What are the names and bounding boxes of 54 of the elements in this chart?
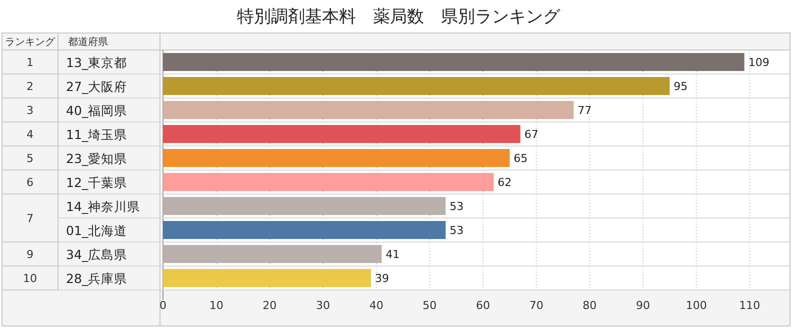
bar <box>163 197 446 215</box>
x-tick-label: 40 <box>369 299 384 312</box>
y-tick-label: 28_兵庫県 <box>66 271 128 286</box>
text: 5 <box>26 152 34 165</box>
data-label: 62 <box>498 176 512 189</box>
data-label: 53 <box>450 200 464 213</box>
bar <box>163 173 494 191</box>
chart-title: 特別調剤基本料 薬局数 県別ランキング <box>237 7 561 27</box>
x-tick-label: 100 <box>686 299 707 312</box>
y-axis-title: 都道府県 <box>68 36 108 48</box>
y-tick-label: 14_神奈川県 <box>66 199 140 214</box>
y-tick-label: 13_東京都 <box>66 55 128 70</box>
data-label: 109 <box>748 56 770 69</box>
x-tick-label: 50 <box>422 299 437 312</box>
text: 4 <box>26 128 34 141</box>
x-tick-label: 90 <box>636 299 650 312</box>
data-label: 95 <box>674 80 688 93</box>
data-label: 77 <box>578 104 592 117</box>
y-tick-label: 23_愛知県 <box>66 151 128 166</box>
text: 1 <box>26 56 34 69</box>
x-tick-label: 30 <box>316 299 330 312</box>
y-tick-label: 11_埼玉県 <box>66 127 128 142</box>
y-tick-label: 27_大阪府 <box>66 79 128 94</box>
y-tick-label: 12_千葉県 <box>66 175 128 190</box>
text: 2 <box>26 80 34 93</box>
text: 6 <box>26 176 34 189</box>
data-label: 53 <box>450 224 464 237</box>
bar <box>163 149 510 167</box>
x-tick-label: 60 <box>476 299 490 312</box>
x-tick-label: 70 <box>529 299 544 312</box>
bar <box>163 77 670 95</box>
data-label: 39 <box>375 272 389 285</box>
text: 7 <box>26 212 34 225</box>
x-tick-label: 10 <box>209 299 224 312</box>
x-tick-label: 110 <box>739 299 760 312</box>
y-tick-label: 40_福岡県 <box>66 103 128 118</box>
data-label: 41 <box>386 248 400 261</box>
text: 3 <box>26 104 34 117</box>
bar <box>163 101 574 119</box>
text: 10 <box>23 272 37 285</box>
data-label: 67 <box>524 128 538 141</box>
x-tick-label: 0 <box>160 299 166 312</box>
data-label: 65 <box>514 152 528 165</box>
text: ランキング <box>5 37 56 48</box>
text: 9 <box>26 248 34 261</box>
bar <box>163 269 371 287</box>
bar <box>163 125 520 143</box>
y-tick-label: 01_北海道 <box>66 223 128 238</box>
bar <box>163 221 446 239</box>
bar <box>163 53 744 71</box>
x-tick-label: 80 <box>582 299 597 312</box>
bar <box>163 245 382 263</box>
x-tick-label: 20 <box>262 299 277 312</box>
y-tick-label: 34_広島県 <box>66 247 128 262</box>
